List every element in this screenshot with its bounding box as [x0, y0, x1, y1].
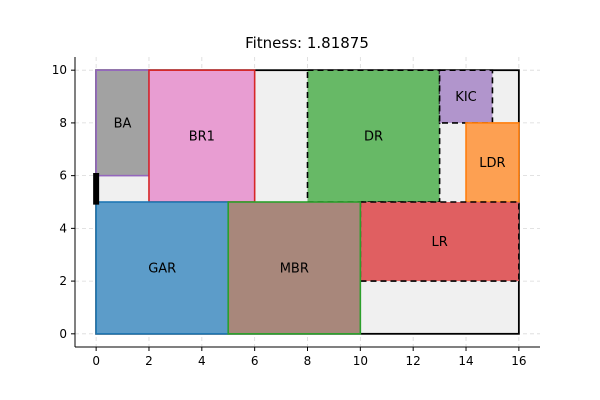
room-label: LR: [431, 235, 447, 250]
room-rect: [95, 69, 150, 177]
room-rect: [465, 122, 520, 203]
x-tick-label: 2: [145, 354, 153, 368]
chart-title: Fitness: 1.81875: [245, 34, 369, 52]
tick-labels: 0 2 4 6 8 10 12 14 16 0 2 4 6 8 10: [52, 63, 527, 368]
room-br1: BR1: [148, 69, 256, 203]
room-gar: GAR: [95, 201, 230, 335]
y-tick-label: 4: [59, 221, 67, 235]
room-label: DR: [364, 130, 383, 145]
room-rect: [306, 69, 441, 203]
room-rect: [227, 201, 362, 335]
y-tick-label: 0: [59, 327, 67, 341]
x-tick-label: 12: [406, 354, 421, 368]
x-tick-label: 4: [198, 354, 206, 368]
room-label: GAR: [148, 261, 176, 276]
x-tick-label: 10: [353, 354, 368, 368]
y-tick-label: 2: [59, 274, 67, 288]
x-tick-label: 0: [92, 354, 100, 368]
y-tick-label: 10: [52, 63, 67, 77]
room-rect: [148, 69, 256, 203]
room-label: BA: [114, 116, 132, 131]
room-ldr: LDR: [465, 122, 520, 203]
y-tick-label: 8: [59, 116, 67, 130]
rooms: BA BR1 DR KIC LDR LR GAR MBR: [95, 69, 520, 335]
room-label: MBR: [280, 261, 309, 276]
x-tick-label: 14: [458, 354, 473, 368]
room-ba: BA: [95, 69, 150, 177]
room-label: KIC: [455, 90, 476, 105]
x-tick-label: 6: [251, 354, 259, 368]
room-dr: DR: [306, 69, 441, 203]
room-kic: KIC: [438, 69, 494, 124]
room-rect: [438, 69, 494, 124]
x-tick-label: 16: [511, 354, 526, 368]
room-label: LDR: [479, 156, 505, 171]
y-tick-label: 6: [59, 169, 67, 183]
x-tick-label: 8: [304, 354, 312, 368]
room-lr: LR: [359, 201, 520, 282]
room-mbr: MBR: [227, 201, 362, 335]
room-label: BR1: [189, 130, 215, 145]
room-rect: [95, 201, 230, 335]
